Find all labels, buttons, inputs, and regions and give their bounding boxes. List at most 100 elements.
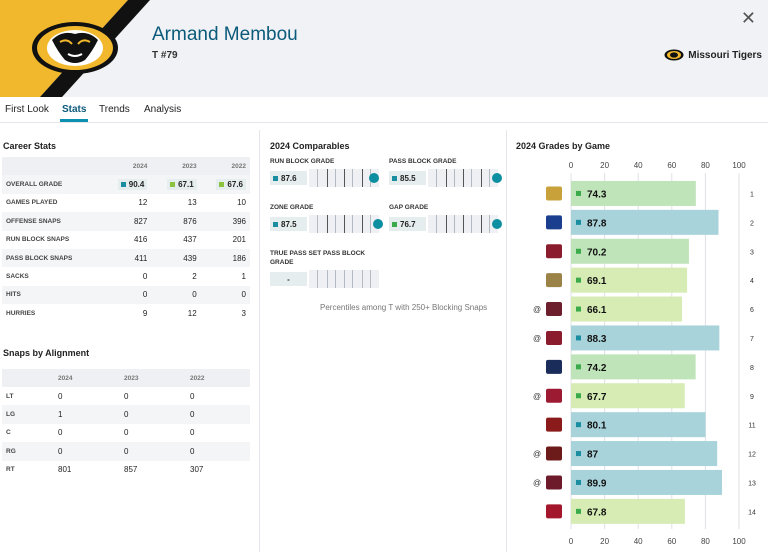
grade-color-icon (576, 248, 581, 254)
team-label: Missouri Tigers (664, 49, 762, 61)
snap-count: 0 (124, 428, 129, 438)
away-indicator: @ (533, 392, 541, 401)
away-indicator: @ (533, 478, 541, 487)
stat-value: 416 (102, 230, 152, 249)
stat-value: 0 (102, 285, 152, 305)
percentile-marker (492, 173, 502, 183)
year-header: 2022 (186, 369, 250, 387)
comparable-grade: 76.7 (400, 219, 416, 229)
game-grade-value: 74.3 (587, 189, 607, 200)
grade-color-icon (576, 479, 581, 485)
comparable-grade: 87.6 (281, 173, 297, 183)
close-icon[interactable]: ✕ (740, 8, 756, 28)
percentile-tick (471, 215, 472, 233)
stat-value: 1 (200, 267, 250, 286)
percentile-tick (344, 169, 345, 187)
comparable-row: 87.6 (270, 169, 379, 187)
game-week-label: 13 (748, 480, 756, 487)
stat-value: 10 (200, 193, 250, 213)
grade-cell: 90.4 (102, 175, 152, 194)
grade-pill: 67.6 (216, 179, 246, 191)
table-row: RG 0 0 0 (2, 442, 250, 461)
x-tick-label: 100 (732, 537, 746, 546)
x-tick-label: 100 (732, 161, 746, 170)
grade-color-icon (576, 219, 581, 225)
game-week-label: 6 (750, 307, 754, 314)
away-indicator: @ (533, 450, 541, 459)
percentile-tick (446, 215, 447, 233)
percentile-bar (428, 215, 502, 233)
tab-trends[interactable]: Trends (99, 104, 130, 115)
game-week-label: 11 (748, 423, 755, 430)
percentile-bar (309, 270, 379, 288)
grade-value: 67.1 (178, 180, 194, 190)
row-label: HITS (2, 285, 102, 305)
team-name: Missouri Tigers (688, 49, 762, 61)
snap-count: 0 (186, 442, 250, 461)
x-tick-label: 20 (600, 161, 609, 170)
career-stats-table: 2024 2023 2022 OVERALL GRADE 90.4 67.1 67.6… (2, 157, 250, 323)
tab-first-look[interactable]: First Look (5, 104, 49, 115)
table-row: SACKS 0 2 1 (2, 267, 250, 286)
grade-value: 67.6 (227, 180, 243, 190)
table-row: PASS BLOCK SNAPS 411 439 186 (2, 248, 250, 268)
grade-color-icon (576, 451, 581, 457)
percentile-tick (463, 215, 464, 233)
grade-color-icon (392, 175, 397, 181)
game-grade-bar (571, 267, 688, 293)
year-header: 2024 (102, 157, 152, 176)
comparable-value: 87.6 (270, 171, 307, 185)
stat-value: 12 (151, 304, 201, 323)
game-week-label: 1 (750, 191, 754, 198)
tab-analysis[interactable]: Analysis (144, 104, 182, 115)
grade-pill: 67.1 (167, 179, 197, 191)
game-week-label: 2 (750, 220, 754, 227)
percentile-tick (327, 270, 328, 288)
percentile-tick (489, 169, 490, 187)
row-label: OFFENSE SNAPS (2, 212, 102, 231)
grade-color-icon (576, 422, 581, 428)
percentile-tick (335, 169, 336, 187)
opponent-logo-icon (546, 446, 562, 461)
snap-count: 857 (124, 465, 138, 475)
table-row: HURRIES 9 12 3 (2, 304, 250, 323)
snap-count: 0 (120, 442, 186, 461)
row-label: LT (6, 392, 14, 400)
percentile-marker (492, 219, 502, 229)
table-row: RUN BLOCK SNAPS 416 437 201 (2, 230, 250, 249)
snap-count: 0 (190, 428, 195, 438)
snap-count: 801 (58, 465, 72, 475)
stat-value: 3 (200, 304, 250, 323)
tab-stats[interactable]: Stats (62, 104, 87, 115)
opponent-logo-icon (546, 273, 562, 288)
stat-value: 0 (151, 285, 201, 305)
snap-count: 0 (58, 428, 63, 438)
alignment-title: Snaps by Alignment (3, 348, 90, 358)
x-tick-label: 60 (667, 161, 676, 170)
opponent-logo-icon (546, 359, 562, 374)
row-label: RUN BLOCK SNAPS (2, 230, 102, 249)
game-grade-bar (571, 441, 718, 467)
percentile-tick (335, 215, 336, 233)
grade-color-icon (273, 175, 278, 181)
grade-pill: 90.4 (117, 179, 148, 191)
comparable-value: 76.7 (389, 217, 426, 231)
row-label: LG (2, 405, 54, 424)
row-label: SACKS (2, 267, 102, 286)
percentile-marker (373, 219, 383, 229)
comparables-title: 2024 Comparables (270, 141, 350, 151)
percentile-tick (352, 169, 353, 187)
percentile-tick (344, 270, 345, 288)
x-tick-label: 0 (569, 537, 574, 546)
stat-value: 439 (151, 248, 201, 268)
percentile-tick (370, 270, 371, 288)
game-grade-value: 80.1 (587, 421, 607, 432)
percentile-tick (317, 215, 318, 233)
game-week-label: 7 (750, 336, 754, 343)
game-grade-value: 70.2 (587, 247, 607, 258)
snap-count: 1 (54, 405, 120, 424)
stat-value: 827 (102, 212, 152, 231)
row-label: GAMES PLAYED (2, 193, 102, 213)
game-grade-bar (571, 412, 706, 438)
x-tick-label: 0 (569, 161, 574, 170)
